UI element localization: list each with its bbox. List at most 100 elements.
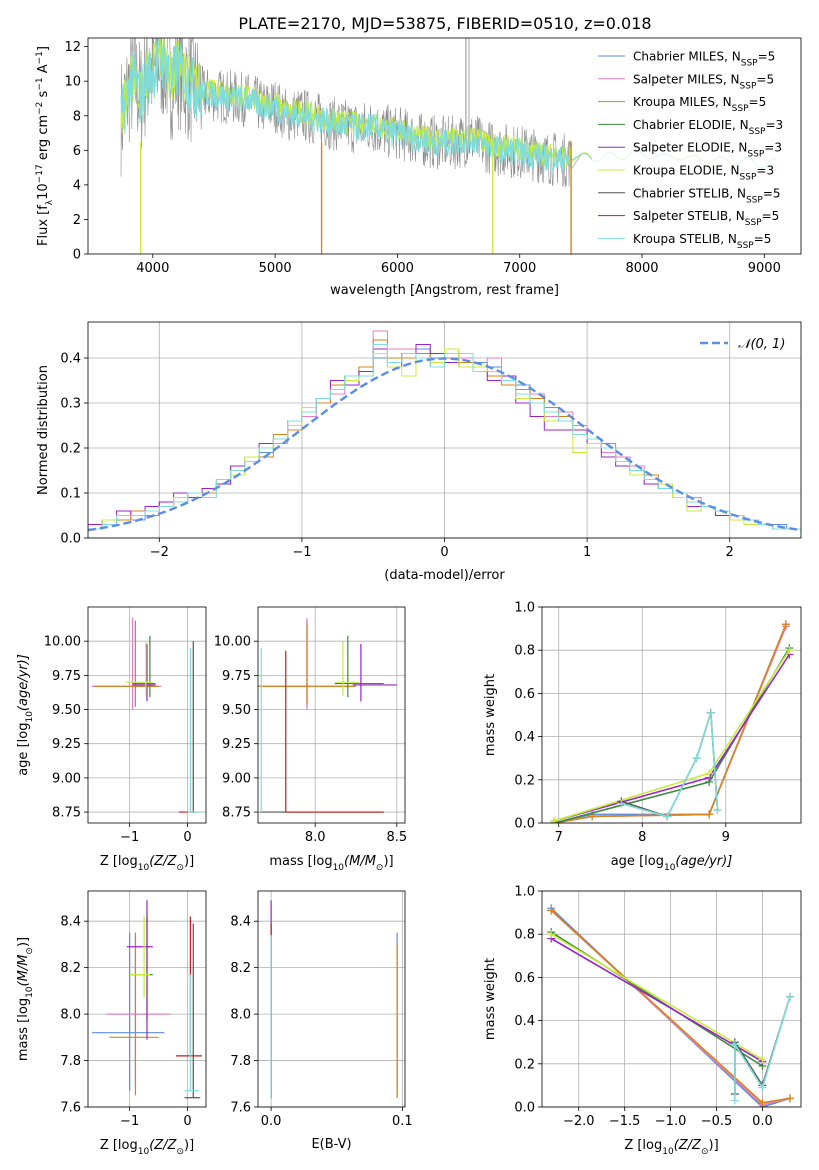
y-tick-label: 0.8 (514, 928, 535, 943)
x-tick-label: 4000 (136, 261, 169, 276)
weight-series (554, 647, 790, 823)
plot-area (92, 617, 202, 813)
x-axis-label: E(B-V) (311, 1137, 351, 1152)
x-tick-label: 9000 (748, 261, 781, 276)
x-tick-label: 7 (555, 830, 563, 845)
y-tick-label: 0.2 (60, 442, 81, 457)
x-tick-label: 1 (583, 545, 591, 560)
x-axis-label: Z [log10(Z/Z⊙)] (100, 854, 194, 873)
legend-label: Salpeter ELODIE, NSSP=3 (633, 141, 782, 160)
y-axis-label: mass weight (483, 958, 498, 1040)
weight-series (550, 937, 763, 1063)
x-axis-label: Z [log10(Z/Z⊙)] (624, 1138, 718, 1157)
x-tick-label: 0 (183, 830, 191, 845)
weight-series (554, 626, 787, 823)
y-tick-label: 0 (73, 248, 81, 263)
y-tick-label: 0.4 (60, 352, 81, 367)
y-axis-label: Flux [fλ10−17 erg cm−2 s−1 A−1] (35, 46, 55, 246)
grid-lines (258, 891, 405, 1108)
axes-frame (257, 890, 406, 1108)
legend-label: Chabrier ELODIE, NSSP=3 (633, 118, 783, 137)
x-axis-label: Z [log10(Z/Z⊙)] (100, 1138, 194, 1157)
y-axis-label: mass weight (483, 674, 498, 756)
y-tick-label: 12 (64, 40, 81, 55)
weight-series (554, 649, 790, 822)
legend-label: Chabrier MILES, NSSP=5 (633, 50, 775, 69)
legend-label: Salpeter MILES, NSSP=5 (633, 72, 774, 91)
y-tick-label: 0.2 (514, 773, 535, 788)
plot-area (550, 620, 794, 823)
panel-weight_vs_metallicity: −2.0 −1.5 −1.0 −0.5 0.0 0.0 0.2 0.4 0.6 0.8 1.0 Z [… (483, 885, 802, 1157)
panel-mass_vs_metallicity: −1 0 7.6 7.8 8.0 8.2 8.4 Z [log10(Z/Z⊙)] mass [l… (16, 890, 207, 1157)
y-tick-label: 0.4 (514, 1014, 535, 1029)
panel-age_vs_mass: 8.0 8.5 8.75 9.00 9.25 9.50 9.75 10.00 mass [log… (214, 606, 407, 873)
x-tick-label: 8.0 (305, 830, 326, 845)
legend: 𝒩(0, 1) (700, 337, 785, 352)
figure-title: PLATE=2170, MJD=53875, FIBERID=0510, z=0… (238, 14, 651, 33)
y-tick-label: 0.0 (60, 532, 81, 547)
y-tick-label: 0.6 (514, 687, 535, 702)
x-tick-label: −0.5 (701, 1114, 733, 1129)
x-tick-label: −2.0 (563, 1114, 595, 1129)
legend-label: Kroupa ELODIE, NSSP=3 (633, 164, 774, 183)
y-tick-label: 10 (64, 75, 81, 90)
grid-lines (542, 890, 801, 1108)
y-tick-label: 8.4 (60, 915, 81, 930)
plot-area (92, 900, 202, 1099)
y-axis-label: age [log10(age/yr)] (16, 654, 35, 776)
weight-series (554, 654, 790, 822)
y-tick-label: 8.0 (60, 1008, 81, 1023)
axes-frame (87, 606, 207, 824)
y-tick-label: 0.3 (60, 397, 81, 412)
y-tick-label: 7.8 (60, 1054, 81, 1069)
legend-label: Salpeter STELIB, NSSP=5 (633, 209, 779, 228)
x-tick-label: 5000 (259, 261, 292, 276)
x-tick-label: 2 (726, 545, 734, 560)
x-tick-label: 0.1 (392, 1114, 413, 1129)
y-tick-label: 8.2 (230, 961, 251, 976)
y-tick-label: 8.75 (222, 806, 251, 821)
x-tick-label: 0.0 (261, 1114, 282, 1129)
y-tick-label: 9.50 (222, 703, 251, 718)
y-tick-label: 6 (73, 144, 81, 159)
x-tick-label: 9 (722, 830, 730, 845)
x-tick-label: 0 (183, 1114, 191, 1129)
y-tick-label: 0.0 (514, 1101, 535, 1116)
x-axis-label: wavelength [Angstrom, rest frame] (330, 283, 559, 298)
y-tick-label: 9.75 (52, 669, 81, 684)
legend-label: Kroupa STELIB, NSSP=5 (633, 232, 771, 251)
plot-area (88, 330, 801, 538)
y-tick-label: 9.75 (222, 669, 251, 684)
legend: Chabrier MILES, NSSP=5 Salpeter MILES, NS… (592, 42, 797, 252)
x-tick-label: 8.5 (386, 830, 407, 845)
y-tick-label: 8.0 (230, 1008, 251, 1023)
axes-frame (541, 606, 802, 824)
grid-lines (88, 607, 206, 823)
y-tick-label: 2 (73, 213, 81, 228)
y-tick-label: 1.0 (514, 885, 535, 900)
x-tick-label: −1.0 (655, 1114, 687, 1129)
y-axis-label: Normed distribution (36, 365, 51, 495)
normal-curve (88, 357, 801, 532)
x-tick-label: −2 (150, 545, 169, 560)
x-tick-label: 8 (638, 830, 646, 845)
x-tick-label: 6000 (381, 261, 414, 276)
x-tick-label: −1 (120, 830, 139, 845)
grid-lines (542, 606, 801, 824)
y-tick-label: 9.00 (52, 771, 81, 786)
histogram-series (88, 344, 801, 538)
y-tick-label: 0.6 (514, 971, 535, 986)
x-tick-label: 7000 (503, 261, 536, 276)
y-tick-label: 10.00 (44, 635, 81, 650)
x-tick-label: 0 (440, 545, 448, 560)
legend-label: 𝒩(0, 1) (738, 337, 785, 352)
y-tick-label: 9.00 (222, 771, 251, 786)
x-tick-label: −1 (120, 1114, 139, 1129)
y-tick-label: 0.0 (514, 817, 535, 832)
legend-box (592, 42, 797, 252)
y-tick-label: 8 (73, 109, 81, 124)
y-tick-label: 0.2 (514, 1057, 535, 1072)
y-tick-label: 8.4 (230, 915, 251, 930)
x-tick-label: 8000 (625, 261, 658, 276)
